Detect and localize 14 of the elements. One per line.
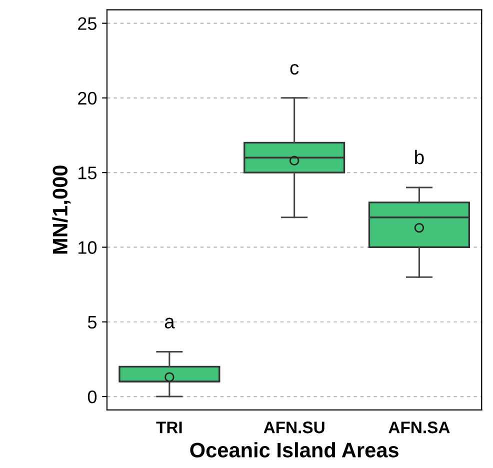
y-tick-label: 20 — [78, 92, 97, 105]
y-tick-label: 25 — [78, 17, 97, 30]
x-axis-title: Oceanic Island Areas — [190, 442, 398, 458]
annotation: a — [164, 318, 175, 328]
x-tick-label: TRI — [156, 422, 182, 434]
y-tick-label: 10 — [78, 241, 97, 254]
x-tick-label: AFN.SU — [264, 422, 324, 434]
x-tick-label: AFN.SA — [388, 422, 450, 434]
y-tick-label: 15 — [78, 166, 97, 180]
y-tick-label: 5 — [88, 316, 97, 329]
y-axis-title: MN/1,000 — [52, 166, 71, 254]
annotation: c — [290, 64, 299, 75]
y-tick-label: 0 — [88, 390, 97, 404]
annotation: b — [415, 150, 424, 164]
